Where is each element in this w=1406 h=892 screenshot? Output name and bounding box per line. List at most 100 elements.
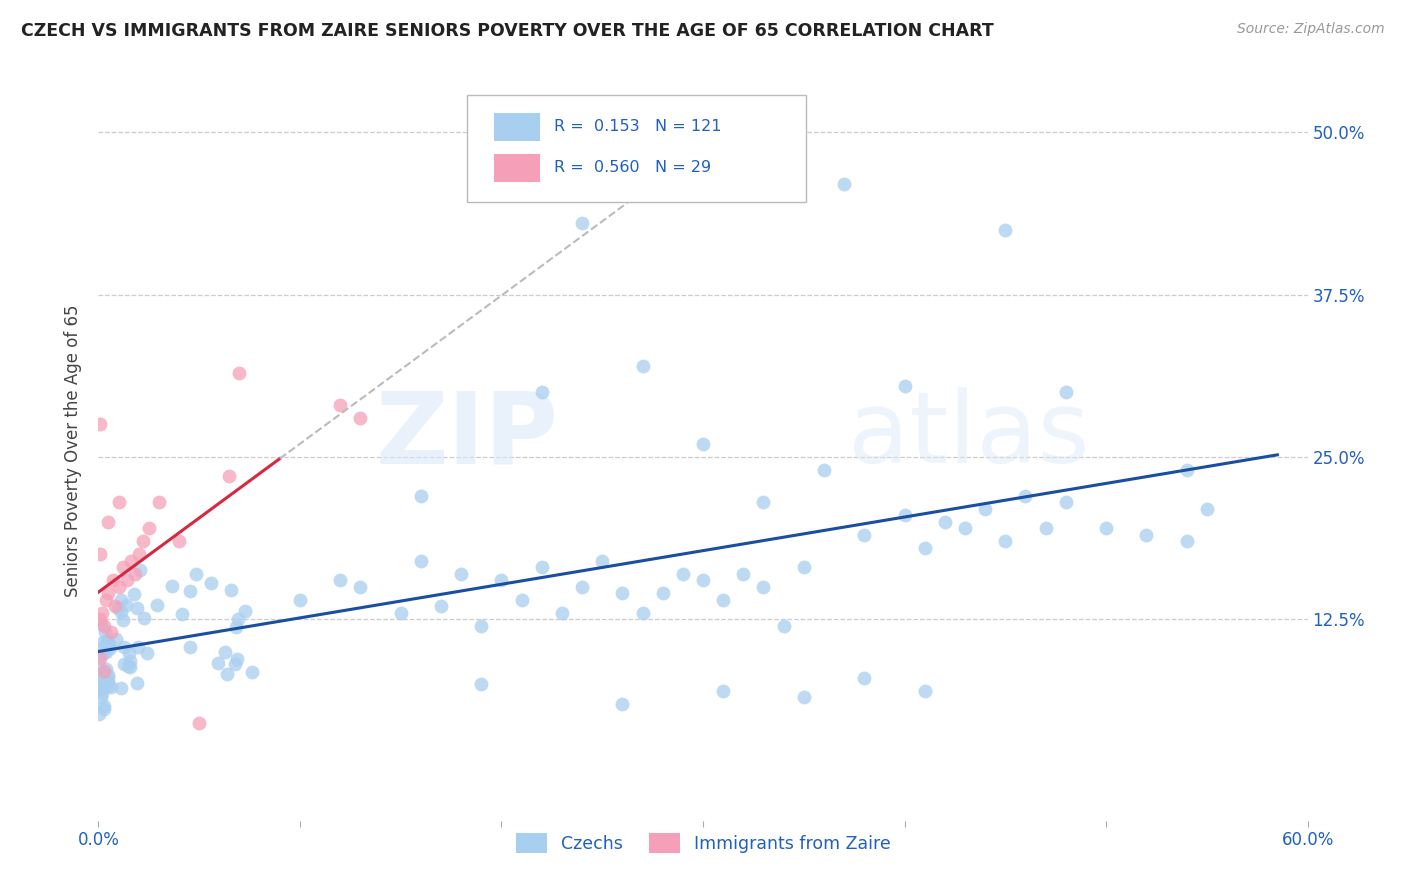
Point	[530, 560, 553, 574]
Point	[1195, 502, 1218, 516]
Point	[207, 656, 229, 670]
Point	[104, 632, 127, 647]
Point	[107, 580, 129, 594]
Point	[219, 582, 242, 597]
Point	[91, 606, 114, 620]
Point	[733, 566, 755, 581]
Point	[200, 576, 222, 591]
Point	[893, 508, 915, 523]
Point	[349, 411, 371, 425]
Point	[160, 579, 183, 593]
Text: R =  0.153   N = 121: R = 0.153 N = 121	[554, 120, 721, 135]
Point	[87, 669, 110, 683]
Point	[692, 437, 714, 451]
Point	[118, 659, 141, 673]
Point	[1054, 384, 1077, 399]
Point	[389, 606, 412, 620]
Text: R =  0.560   N = 29: R = 0.560 N = 29	[554, 161, 711, 175]
Point	[793, 690, 815, 705]
Point	[329, 398, 352, 412]
Point	[813, 463, 835, 477]
Point	[138, 521, 160, 535]
Point	[117, 658, 139, 673]
Point	[111, 560, 134, 574]
Point	[179, 584, 201, 599]
Point	[631, 359, 654, 373]
Point	[953, 521, 976, 535]
Point	[551, 606, 574, 620]
Point	[1175, 534, 1198, 549]
Text: ZIP: ZIP	[375, 387, 558, 484]
Point	[530, 384, 553, 399]
Point	[853, 528, 876, 542]
Point	[167, 534, 190, 549]
Point	[672, 566, 695, 581]
Point	[470, 619, 492, 633]
Point	[793, 560, 815, 574]
Point	[450, 566, 472, 581]
Bar	[494, 153, 540, 182]
Point	[934, 515, 956, 529]
Point	[1054, 495, 1077, 509]
Point	[89, 547, 111, 561]
Point	[101, 574, 124, 588]
Point	[96, 592, 118, 607]
Text: Source: ZipAtlas.com: Source: ZipAtlas.com	[1237, 22, 1385, 37]
Text: CZECH VS IMMIGRANTS FROM ZAIRE SENIORS POVERTY OVER THE AGE OF 65 CORRELATION CH: CZECH VS IMMIGRANTS FROM ZAIRE SENIORS P…	[21, 22, 994, 40]
Point	[90, 667, 112, 681]
Point	[571, 580, 593, 594]
Point	[93, 701, 115, 715]
Point	[510, 592, 533, 607]
Point	[1175, 463, 1198, 477]
Point	[132, 534, 155, 549]
Point	[1014, 489, 1036, 503]
Point	[914, 683, 936, 698]
Point	[125, 600, 148, 615]
Point	[832, 177, 855, 191]
Point	[90, 681, 112, 696]
Point	[97, 636, 120, 650]
Point	[179, 640, 201, 655]
Point	[97, 637, 120, 651]
Point	[491, 574, 513, 588]
Point	[124, 566, 146, 581]
Text: atlas: atlas	[848, 387, 1090, 484]
Point	[97, 680, 120, 694]
Point	[145, 598, 167, 612]
Point	[224, 657, 246, 671]
Y-axis label: Seniors Poverty Over the Age of 65: Seniors Poverty Over the Age of 65	[65, 304, 83, 597]
Point	[115, 599, 138, 613]
Point	[994, 534, 1017, 549]
Point	[110, 605, 132, 619]
Point	[90, 690, 112, 705]
Point	[1035, 521, 1057, 535]
Point	[128, 547, 150, 561]
Point	[571, 216, 593, 230]
Point	[752, 580, 775, 594]
Point	[711, 683, 734, 698]
Point	[893, 378, 915, 392]
FancyBboxPatch shape	[467, 95, 806, 202]
Point	[711, 592, 734, 607]
Point	[90, 616, 112, 631]
Point	[186, 566, 208, 581]
Point	[112, 657, 135, 671]
Point	[692, 574, 714, 588]
Point	[612, 586, 634, 600]
Point	[89, 707, 111, 722]
Point	[107, 495, 129, 509]
Point	[94, 644, 117, 658]
Point	[118, 646, 141, 660]
Point	[93, 680, 115, 694]
Point	[89, 417, 111, 432]
Bar	[494, 113, 540, 141]
Point	[914, 541, 936, 555]
Point	[115, 574, 138, 588]
Point	[122, 587, 145, 601]
Point	[89, 612, 111, 626]
Point	[87, 656, 110, 670]
Point	[93, 665, 115, 680]
Point	[218, 469, 240, 483]
Point	[91, 646, 114, 660]
Point	[94, 624, 117, 639]
